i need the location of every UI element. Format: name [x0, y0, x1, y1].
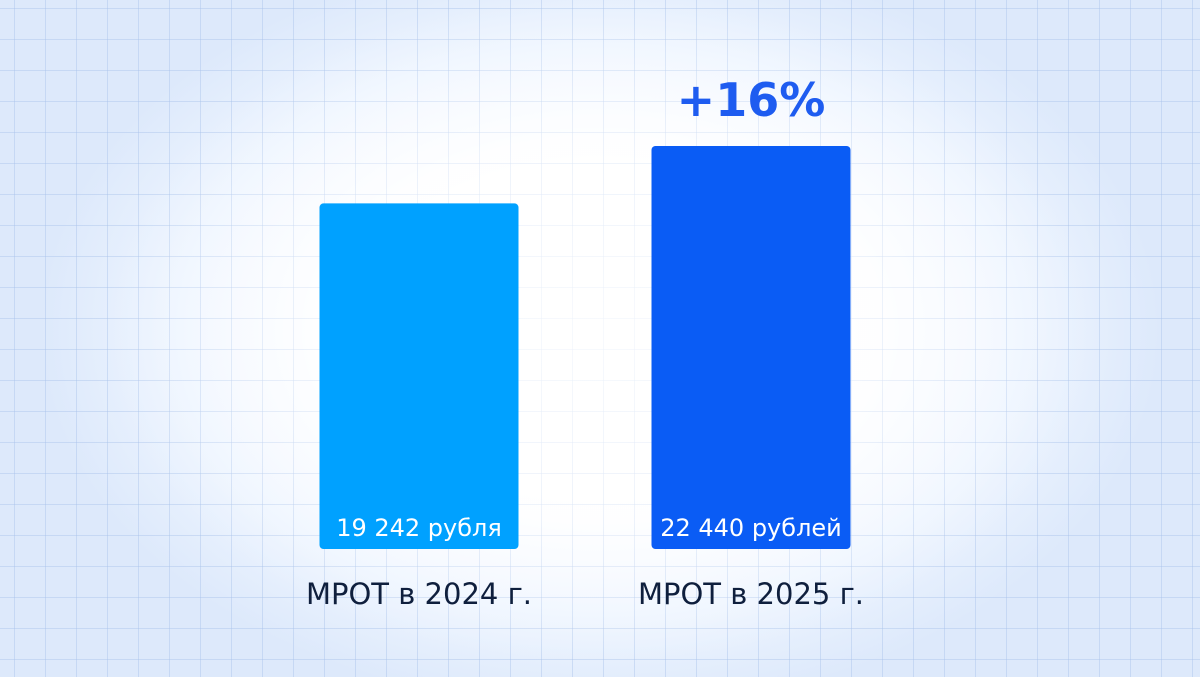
bar-value-label-2024: 19 242 рубля — [336, 514, 502, 542]
category-label-2024: МРОТ в 2024 г. — [306, 577, 532, 611]
bar-value-label-2025: 22 440 рублей — [660, 514, 842, 542]
category-label-2025: МРОТ в 2025 г. — [638, 577, 864, 611]
growth-annotation: +16% — [677, 73, 826, 127]
bar-2025 — [651, 146, 851, 549]
bar-2024 — [319, 203, 519, 549]
